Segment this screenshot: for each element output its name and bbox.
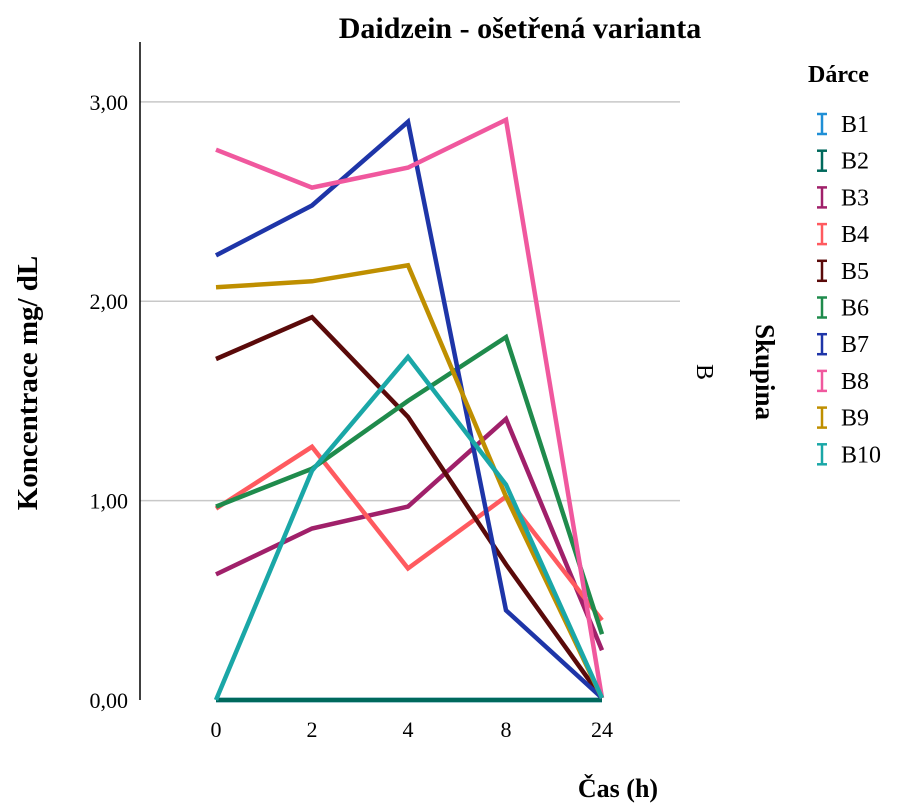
- legend-title: Dárce: [808, 62, 869, 88]
- legend-label: B2: [841, 149, 869, 175]
- y-tick-labels: 0,00 1,00 2,00 3,00: [90, 90, 129, 713]
- series-line-b8: [215, 116, 605, 699]
- x-tick-labels: 0 2 4 8 24: [211, 717, 614, 742]
- legend-item-b7: B7: [817, 332, 869, 358]
- legend-label: B4: [841, 222, 869, 248]
- y-tick-label: 1,00: [90, 489, 129, 514]
- legend-label: B1: [841, 112, 869, 138]
- legend-item-b5: B5: [817, 259, 869, 285]
- x-tick-label: 4: [403, 717, 414, 742]
- y-tick-label: 3,00: [90, 90, 129, 115]
- x-tick-label: 24: [591, 717, 613, 742]
- y-tick-label: 0,00: [90, 688, 129, 713]
- series-lines: [213, 116, 605, 703]
- x-axis-label: Čas (h): [578, 774, 658, 803]
- legend-label: B6: [841, 296, 869, 322]
- legend-item-b2: B2: [817, 149, 869, 175]
- legend-item-b4: B4: [817, 222, 869, 248]
- legend-item-b10: B10: [817, 442, 881, 468]
- legend: B1 B2 B3 B4 B5 B6 B7 B8 B9 B10: [817, 112, 881, 468]
- legend-label: B8: [841, 369, 869, 395]
- series-line-b4: [214, 443, 604, 622]
- x-tick-label: 0: [211, 717, 222, 742]
- series-line-b7: [214, 117, 604, 700]
- legend-item-b9: B9: [817, 406, 869, 432]
- series-line-b5: [215, 314, 604, 700]
- legend-label: B10: [841, 442, 881, 468]
- series-line-b9: [215, 262, 605, 699]
- legend-item-b6: B6: [817, 296, 869, 322]
- series-line-b6: [215, 333, 605, 635]
- panel-value: B: [691, 364, 717, 380]
- legend-label: B9: [841, 406, 869, 432]
- legend-label: B7: [841, 332, 869, 358]
- legend-label: B5: [841, 259, 869, 285]
- y-tick-label: 2,00: [90, 289, 129, 314]
- legend-item-b1: B1: [817, 112, 869, 138]
- legend-item-b3: B3: [817, 185, 869, 211]
- series-line-b10: [213, 353, 605, 701]
- legend-label: B3: [841, 185, 869, 211]
- x-tick-label: 8: [501, 717, 512, 742]
- y-axis-label: Koncentrace mg/ dL: [12, 256, 44, 511]
- legend-item-b8: B8: [817, 369, 869, 395]
- chart-title: Daidzein - ošetřená varianta: [339, 12, 701, 45]
- panel-title: Skupina: [750, 324, 780, 421]
- x-tick-label: 2: [307, 717, 318, 742]
